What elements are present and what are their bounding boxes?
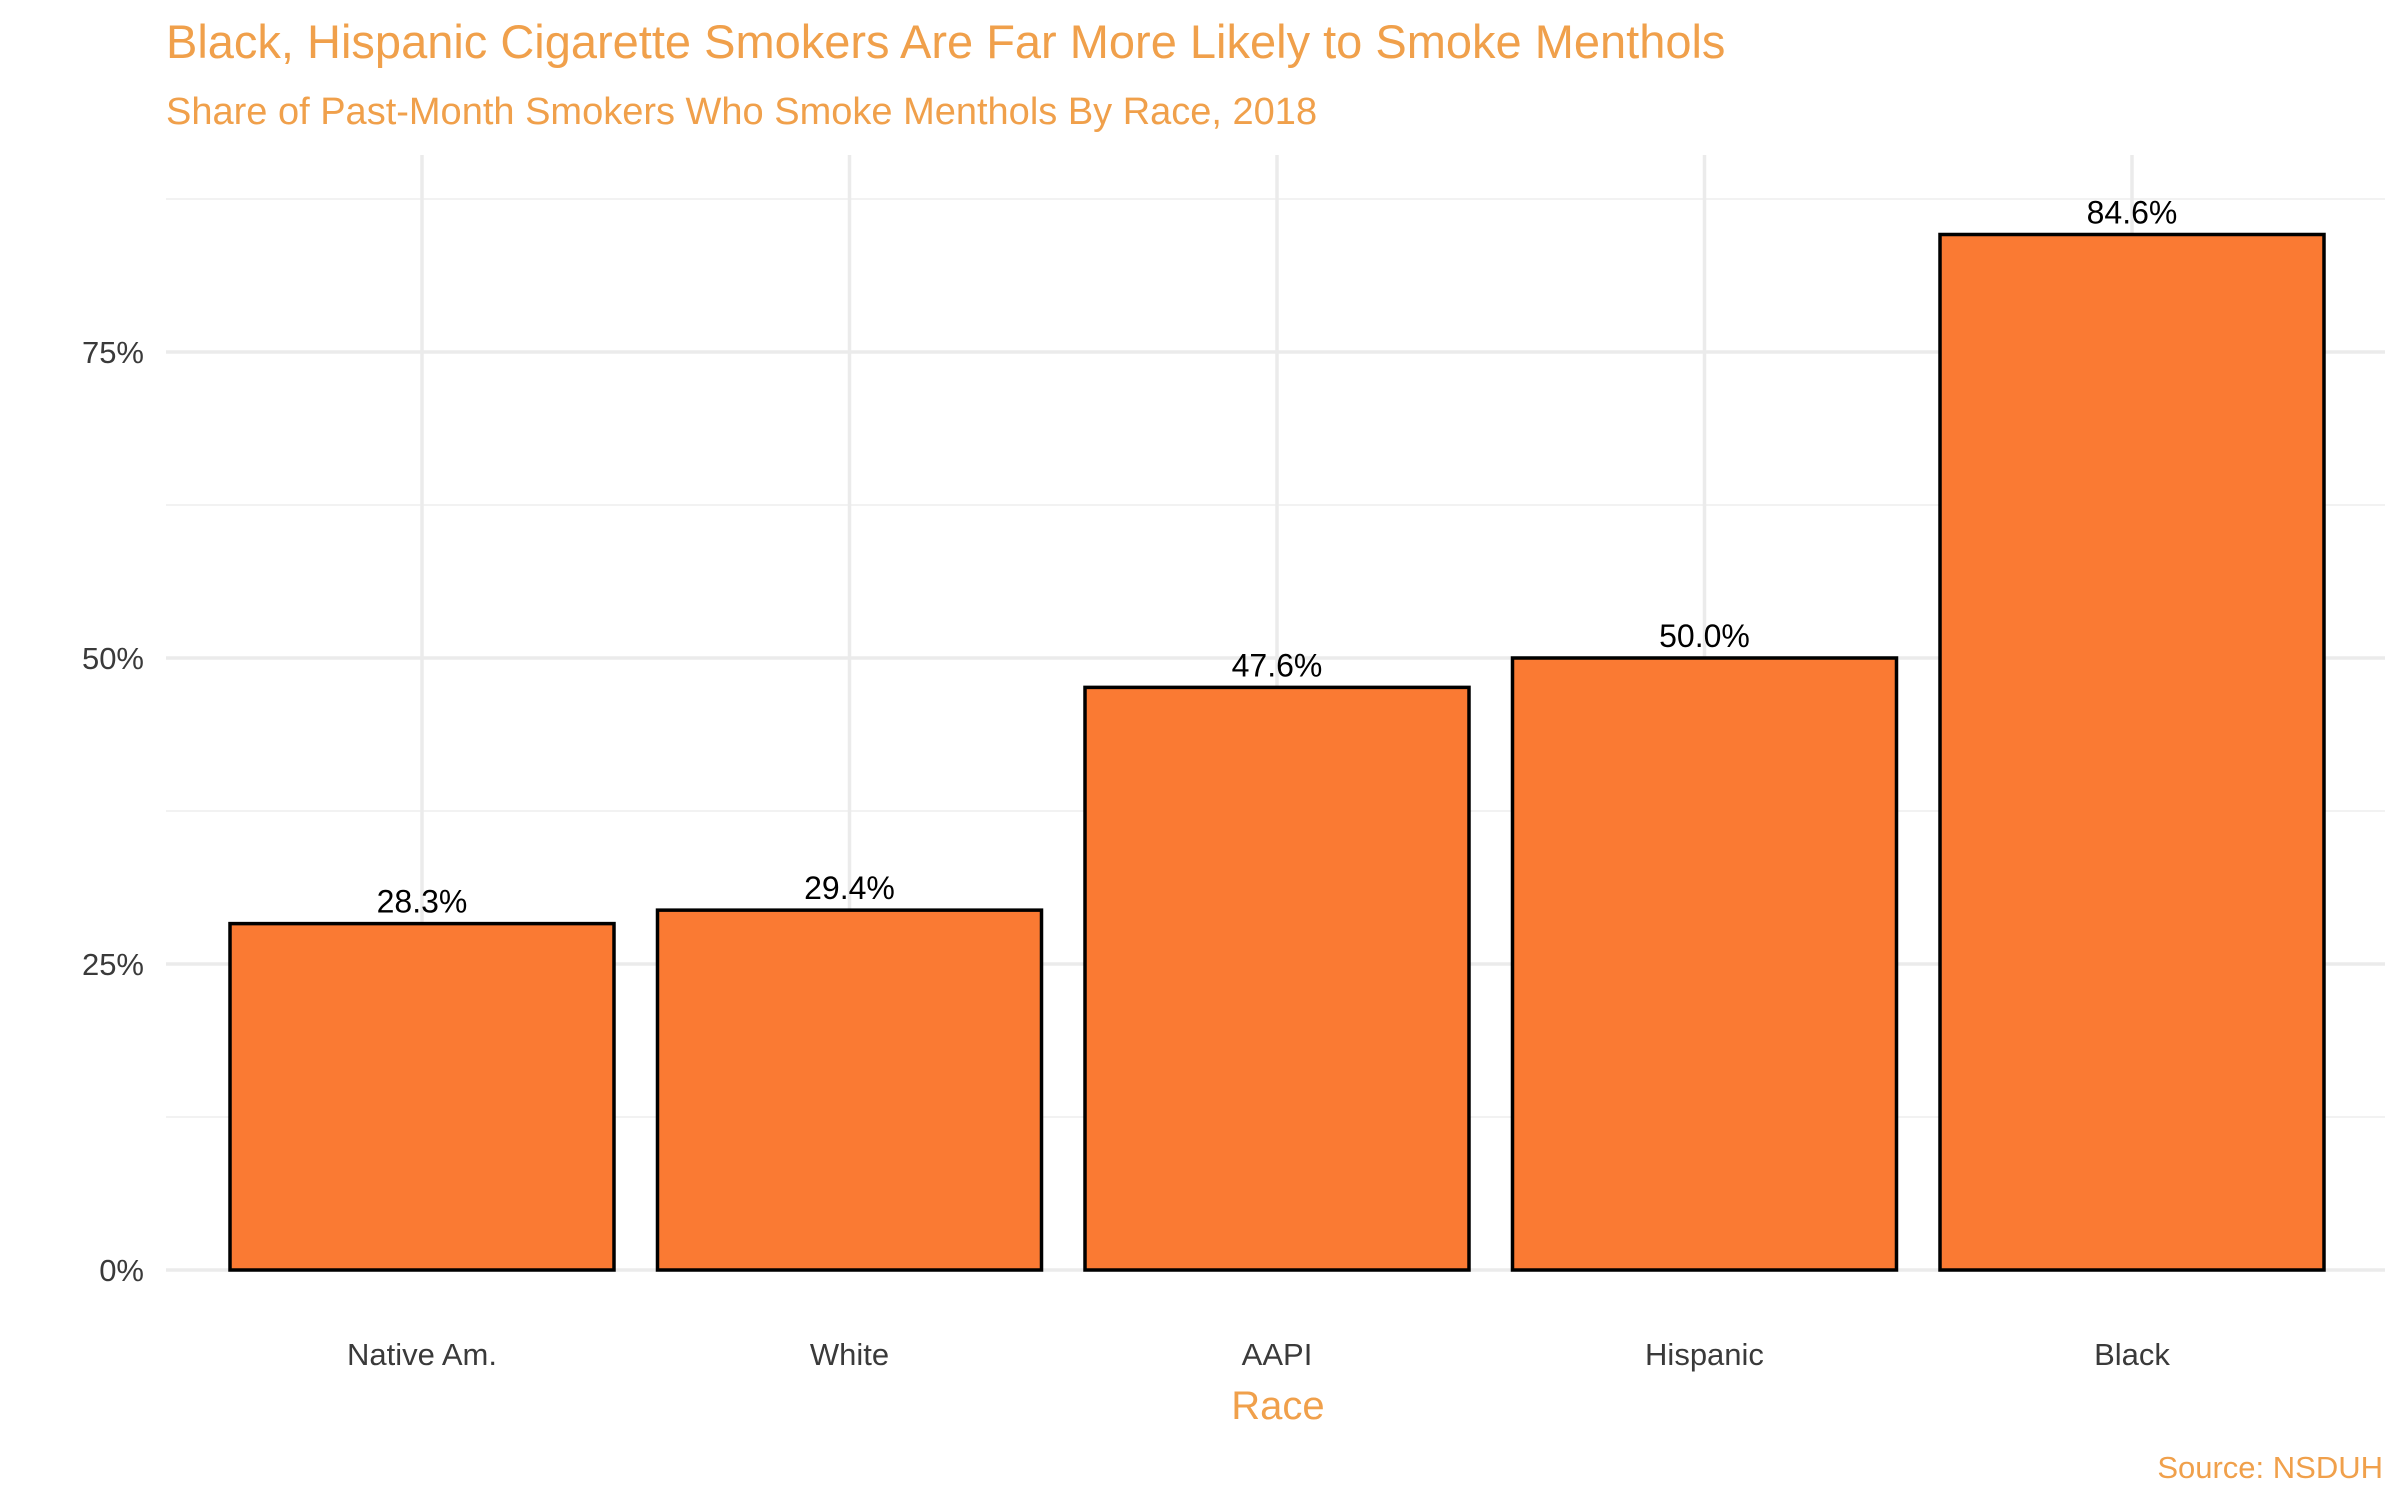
x-tick-label: Black: [2094, 1337, 2170, 1372]
x-tick-label: White: [810, 1337, 889, 1372]
bar-black: [1938, 232, 2326, 1272]
chart-title: Black, Hispanic Cigarette Smokers Are Fa…: [166, 15, 1725, 68]
x-tick-label: Native Am.: [347, 1337, 497, 1372]
x-tick-label: AAPI: [1242, 1337, 1313, 1372]
x-axis-title: Race: [1231, 1384, 1324, 1428]
bars-layer: [228, 232, 2326, 1272]
x-tick-label: Hispanic: [1645, 1337, 1764, 1372]
bar-aapi: [1083, 685, 1471, 1272]
y-tick-label: 50%: [82, 641, 144, 676]
labels-layer: 28.3% 29.4% 47.6% 50.0% 84.6%: [377, 194, 2178, 919]
chart-subtitle: Share of Past-Month Smokers Who Smoke Me…: [166, 91, 1317, 133]
bar-value-label: 28.3%: [377, 884, 468, 920]
chart-caption: Source: NSDUH: [2157, 1450, 2383, 1485]
bar-white: [655, 908, 1044, 1272]
bar-value-label: 84.6%: [2087, 194, 2178, 230]
y-axis-ticks: 0% 25% 50% 75%: [82, 335, 144, 1288]
bar-value-label: 47.6%: [1232, 647, 1323, 683]
bar-value-label: 29.4%: [804, 870, 895, 906]
bar-native-am: [228, 921, 616, 1272]
x-axis-ticks: Native Am. White AAPI Hispanic Black: [347, 1337, 2170, 1372]
bar-hispanic: [1510, 656, 1899, 1272]
y-tick-label: 25%: [82, 947, 144, 982]
y-tick-label: 0%: [99, 1253, 144, 1288]
y-tick-label: 75%: [82, 335, 144, 370]
bar-value-label: 50.0%: [1659, 618, 1750, 654]
